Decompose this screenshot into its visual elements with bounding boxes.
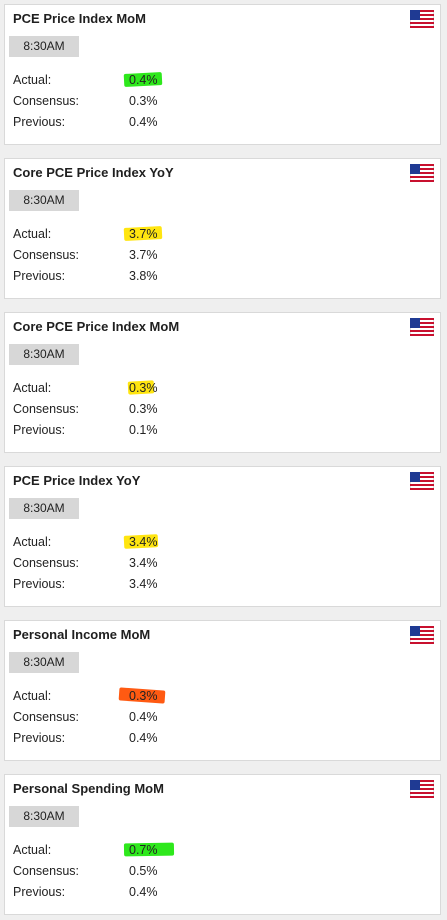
consensus-value: 0.3%	[129, 402, 158, 416]
actual-value: 3.4%	[129, 535, 158, 549]
consensus-label: Consensus:	[13, 710, 80, 724]
consensus-label: Consensus:	[13, 864, 80, 878]
event-time-badge: 8:30AM	[9, 344, 79, 365]
us-flag-icon	[410, 780, 434, 798]
us-flag-icon	[410, 318, 434, 336]
actual-value: 0.7%	[129, 843, 158, 857]
consensus-value: 3.4%	[129, 556, 158, 570]
event-card[interactable]: Core PCE Price Index YoY 8:30AM Actual: …	[4, 158, 441, 299]
event-title: Core PCE Price Index MoM	[13, 319, 180, 334]
actual-label: Actual:	[13, 381, 52, 395]
actual-value: 3.7%	[129, 227, 158, 241]
actual-label: Actual:	[13, 535, 52, 549]
us-flag-icon	[410, 164, 434, 182]
previous-value: 0.4%	[129, 115, 158, 129]
consensus-value: 0.3%	[129, 94, 158, 108]
event-card[interactable]: Core PCE Price Index MoM 8:30AM Actual: …	[4, 312, 441, 453]
previous-value: 0.4%	[129, 731, 158, 745]
previous-label: Previous:	[13, 269, 66, 283]
previous-value: 3.4%	[129, 577, 158, 591]
event-title: Core PCE Price Index YoY	[13, 165, 174, 180]
event-title: PCE Price Index YoY	[13, 473, 141, 488]
actual-label: Actual:	[13, 73, 52, 87]
previous-label: Previous:	[13, 115, 66, 129]
consensus-value: 0.4%	[129, 710, 158, 724]
actual-value: 0.4%	[129, 73, 158, 87]
event-card[interactable]: PCE Price Index YoY 8:30AM Actual: 3.4% …	[4, 466, 441, 607]
previous-label: Previous:	[13, 731, 66, 745]
us-flag-icon	[410, 472, 434, 490]
event-card[interactable]: Personal Income MoM 8:30AM Actual: 0.3% …	[4, 620, 441, 761]
actual-label: Actual:	[13, 227, 52, 241]
event-time-badge: 8:30AM	[9, 190, 79, 211]
previous-value: 3.8%	[129, 269, 158, 283]
actual-label: Actual:	[13, 689, 52, 703]
event-card[interactable]: PCE Price Index MoM 8:30AM Actual: 0.4% …	[4, 4, 441, 145]
event-title: PCE Price Index MoM	[13, 11, 146, 26]
previous-value: 0.1%	[129, 423, 158, 437]
previous-label: Previous:	[13, 885, 66, 899]
consensus-label: Consensus:	[13, 402, 80, 416]
consensus-label: Consensus:	[13, 556, 80, 570]
us-flag-icon	[410, 10, 434, 28]
event-time-badge: 8:30AM	[9, 652, 79, 673]
event-time-badge: 8:30AM	[9, 498, 79, 519]
consensus-value: 0.5%	[129, 864, 158, 878]
actual-value: 0.3%	[129, 381, 158, 395]
event-title: Personal Income MoM	[13, 627, 151, 642]
consensus-value: 3.7%	[129, 248, 158, 262]
previous-label: Previous:	[13, 577, 66, 591]
actual-value: 0.3%	[129, 689, 158, 703]
us-flag-icon	[410, 626, 434, 644]
event-time-badge: 8:30AM	[9, 806, 79, 827]
event-title: Personal Spending MoM	[13, 781, 164, 796]
consensus-label: Consensus:	[13, 248, 80, 262]
event-time-badge: 8:30AM	[9, 36, 79, 57]
consensus-label: Consensus:	[13, 94, 80, 108]
previous-label: Previous:	[13, 423, 66, 437]
event-card[interactable]: Personal Spending MoM 8:30AM Actual: 0.7…	[4, 774, 441, 915]
actual-label: Actual:	[13, 843, 52, 857]
previous-value: 0.4%	[129, 885, 158, 899]
